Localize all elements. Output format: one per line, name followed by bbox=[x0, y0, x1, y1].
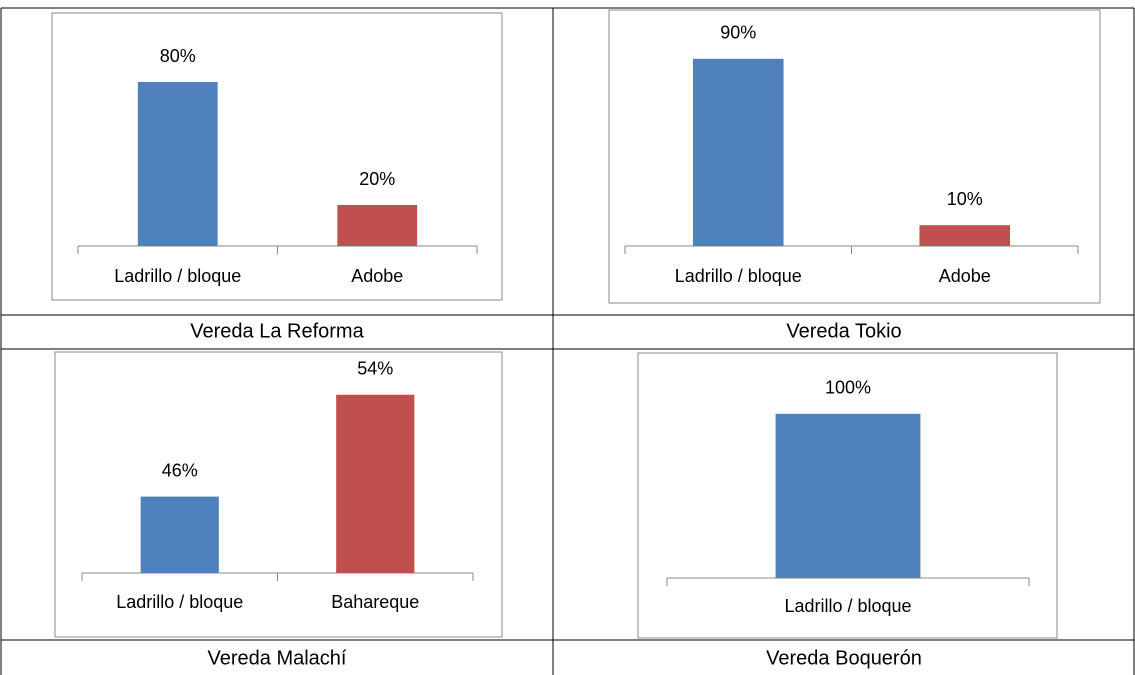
x-tick-label: Ladrillo / bloque bbox=[675, 266, 802, 286]
x-tick-label: Adobe bbox=[351, 266, 403, 286]
bar bbox=[336, 394, 415, 573]
data-label: 90% bbox=[720, 23, 756, 43]
x-tick-label: Adobe bbox=[939, 266, 991, 286]
x-tick-label: Ladrillo / bloque bbox=[116, 592, 243, 612]
data-label: 100% bbox=[825, 378, 871, 398]
data-label: 80% bbox=[160, 46, 196, 66]
chart-frame bbox=[608, 9, 1101, 304]
bar bbox=[337, 205, 418, 246]
chart-frame bbox=[51, 12, 503, 301]
data-label: 20% bbox=[359, 169, 395, 189]
caption: Vereda Boquerón bbox=[766, 647, 922, 669]
bar bbox=[919, 225, 1011, 246]
data-label: 10% bbox=[947, 189, 983, 209]
chart-frame bbox=[54, 351, 503, 638]
caption: Vereda La Reforma bbox=[190, 320, 364, 342]
chart-frame bbox=[637, 352, 1058, 639]
x-tick-label: Ladrillo / bloque bbox=[114, 266, 241, 286]
bar bbox=[692, 58, 784, 246]
x-tick-label: Bahareque bbox=[331, 592, 419, 612]
bar bbox=[775, 413, 921, 578]
bar bbox=[137, 82, 218, 246]
bar bbox=[140, 496, 219, 573]
caption: Vereda Malachí bbox=[208, 647, 347, 669]
data-label: 54% bbox=[357, 358, 393, 378]
x-tick-label: Ladrillo / bloque bbox=[784, 596, 911, 616]
caption: Vereda Tokio bbox=[786, 320, 901, 342]
data-label: 46% bbox=[162, 460, 198, 480]
